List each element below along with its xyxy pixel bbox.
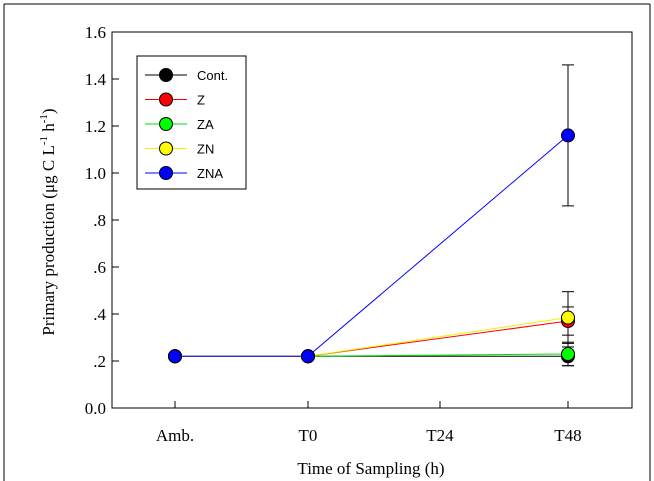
data-point (561, 128, 575, 143)
y-tick-label: .4 (93, 305, 106, 324)
y-tick-label: .2 (93, 352, 106, 371)
y-tick-label: 1.4 (85, 70, 107, 89)
y-title-mid2: h (39, 123, 58, 136)
y-title-mu: μ (39, 184, 58, 193)
legend-marker (159, 117, 173, 131)
data-point (561, 346, 575, 361)
y-title-sup2: -1 (38, 114, 50, 123)
x-tick-label: T24 (426, 426, 454, 445)
legend-marker (159, 141, 173, 156)
data-point (561, 310, 575, 325)
y-tick-label: 1.0 (85, 164, 106, 183)
y-title-mid: g C L (39, 145, 58, 184)
y-tick-label: 0.0 (85, 399, 106, 418)
data-point (301, 349, 315, 364)
y-title-suffix: ) (39, 108, 58, 114)
x-tick-label: T0 (299, 426, 318, 445)
legend-label: Z (197, 93, 205, 108)
y-tick-label: .8 (93, 211, 106, 230)
data-point (168, 349, 182, 364)
legend-box (136, 55, 247, 190)
y-axis-title: Primary production (μg C L-1 h-1) (38, 108, 58, 335)
y-tick-label: 1.6 (85, 23, 106, 42)
y-tick-label: 1.2 (85, 117, 106, 136)
x-tick-label: Amb. (156, 426, 194, 445)
y-title-prefix: Primary production ( (39, 193, 58, 336)
legend-marker (159, 92, 173, 107)
x-tick-label: T48 (554, 426, 581, 445)
legend-label: Cont. (197, 68, 228, 83)
legend-marker (159, 68, 173, 82)
legend-label: ZN (197, 142, 214, 157)
y-tick-label: .6 (93, 258, 106, 277)
legend-label: ZNA (197, 166, 223, 181)
y-title-sup1: -1 (38, 136, 50, 145)
legend-marker (159, 166, 173, 180)
legend-label: ZA (197, 117, 214, 132)
x-axis-title: Time of Sampling (h) (297, 459, 444, 478)
